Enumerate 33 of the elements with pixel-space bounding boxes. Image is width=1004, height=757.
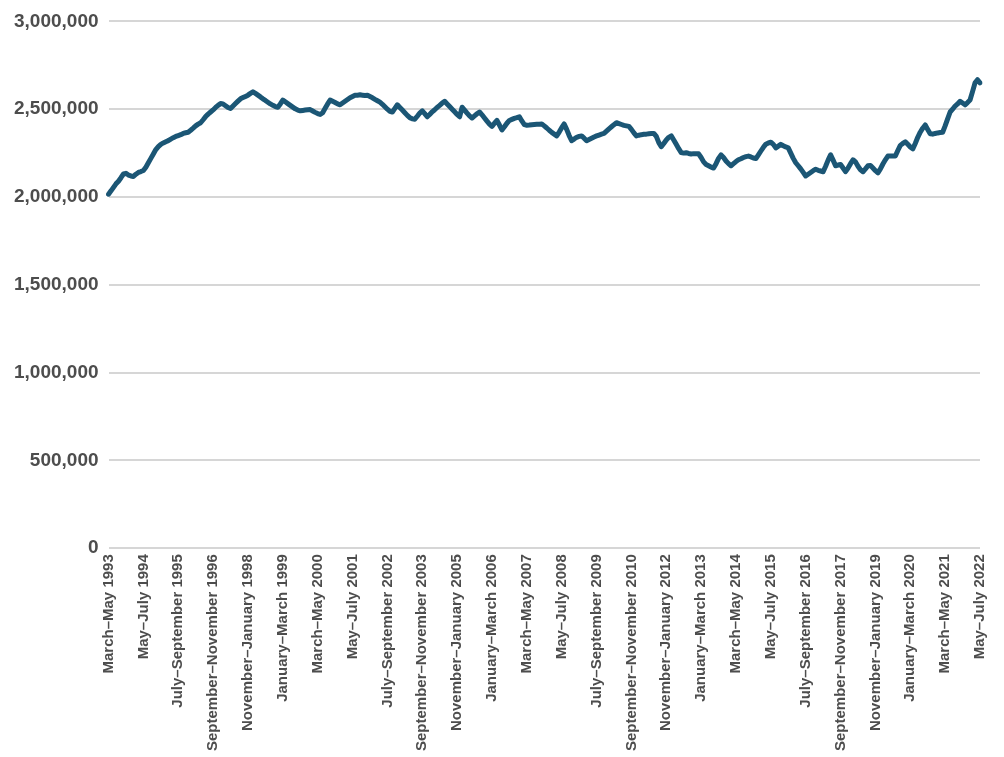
x-tick-label: March–May 2007 [516, 554, 534, 674]
x-tick-label: July–September 2016 [795, 554, 813, 708]
x-tick-label: November–January 2012 [656, 554, 674, 732]
y-tick-label: 2,000,000 [13, 185, 99, 207]
x-tick-label: March–May 2000 [307, 554, 325, 674]
x-tick-label: September–November 2010 [621, 554, 639, 751]
x-tick-label: September–November 2003 [412, 554, 430, 751]
x-tick-label: July–September 2009 [586, 554, 604, 708]
x-tick-label: March–May 2014 [726, 553, 744, 674]
x-tick-label: July–September 1995 [168, 554, 186, 708]
y-tick-label: 1,500,000 [13, 273, 99, 295]
x-tick-label: January–March 1999 [272, 554, 290, 702]
y-tick-label: 500,000 [29, 448, 99, 470]
x-tick-label: May–July 2022 [970, 554, 988, 660]
x-tick-label: November–January 2005 [447, 554, 465, 732]
x-tick-label: January–March 2006 [482, 554, 500, 702]
x-tick-label: January–March 2013 [691, 554, 709, 702]
y-tick-label: 0 [87, 536, 99, 558]
x-tick-label: March–May 2021 [935, 554, 953, 674]
x-tick-label: May–July 2001 [342, 554, 360, 660]
x-tick-label: March–May 1993 [98, 554, 116, 674]
x-tick-label: September–November 2017 [830, 554, 848, 751]
x-tick-label: January–March 2020 [900, 554, 918, 702]
x-tick-label: May–July 1994 [133, 553, 151, 660]
x-tick-label: July–September 2002 [377, 554, 395, 708]
x-tick-label: May–July 2015 [760, 554, 778, 660]
x-tick-label: November–January 2019 [865, 554, 883, 732]
x-tick-label: November–January 1998 [238, 554, 256, 732]
x-tick-label: September–November 1996 [203, 554, 221, 751]
y-tick-label: 2,500,000 [13, 97, 99, 119]
x-tick-label: May–July 2008 [551, 554, 569, 660]
y-tick-label: 3,000,000 [13, 9, 99, 31]
y-tick-label: 1,000,000 [13, 360, 99, 382]
